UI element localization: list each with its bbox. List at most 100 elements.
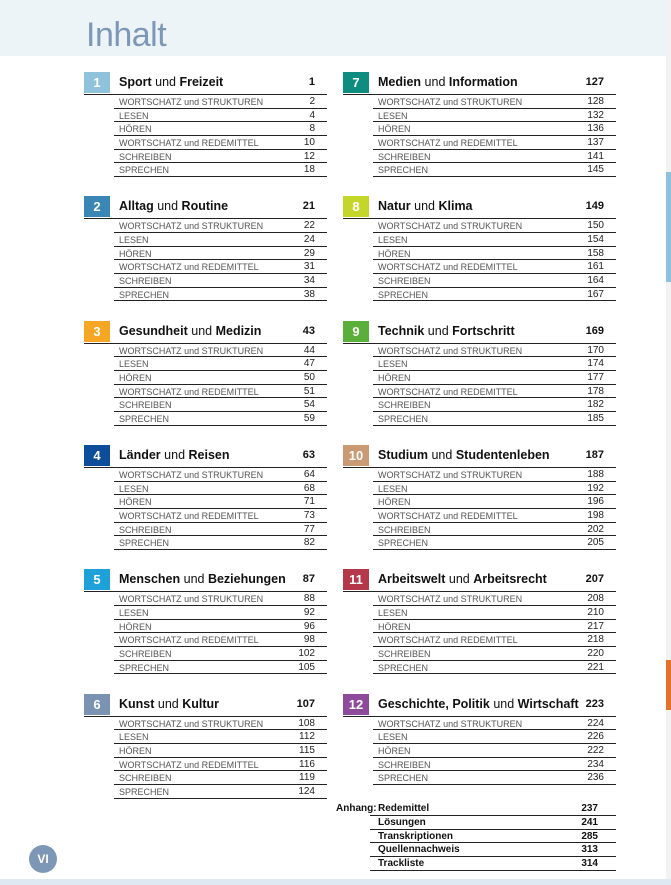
section-row[interactable]: LESEN 154 bbox=[373, 233, 616, 247]
chapter-header[interactable]: 6 Kunst und Kultur 107 bbox=[84, 693, 327, 717]
chapter-header[interactable]: 1 Sport und Freizeit 1 bbox=[84, 72, 327, 95]
section-row[interactable]: HÖREN 71 bbox=[114, 495, 327, 509]
section-row[interactable]: HÖREN 196 bbox=[373, 495, 616, 509]
section-row[interactable]: WORTSCHATZ und REDEMITTEL 178 bbox=[373, 385, 616, 399]
chapter-header[interactable]: 2 Alltag und Routine 21 bbox=[84, 196, 327, 220]
section-row[interactable]: WORTSCHATZ und STRUKTUREN 108 bbox=[114, 717, 327, 731]
chapter-header[interactable]: 7 Medien und Information 127 bbox=[343, 72, 616, 95]
section-row[interactable]: WORTSCHATZ und STRUKTUREN 128 bbox=[373, 95, 616, 109]
section-row[interactable]: SCHREIBEN 102 bbox=[114, 647, 327, 661]
section-row[interactable]: WORTSCHATZ und STRUKTUREN 208 bbox=[373, 592, 616, 606]
section-row[interactable]: LESEN 192 bbox=[373, 482, 616, 496]
section-row[interactable]: HÖREN 96 bbox=[114, 620, 327, 634]
section-row[interactable]: WORTSCHATZ und STRUKTUREN 88 bbox=[114, 592, 327, 606]
section-row[interactable]: LESEN 210 bbox=[373, 606, 616, 620]
section-row[interactable]: WORTSCHATZ und REDEMITTEL 161 bbox=[373, 260, 616, 275]
appendix-item[interactable]: Trackliste 314 bbox=[370, 857, 616, 871]
appendix-item[interactable]: Redemittel 237 bbox=[370, 802, 616, 816]
title-keyword: Freizeit bbox=[179, 75, 224, 89]
section-row[interactable]: SCHREIBEN 220 bbox=[373, 647, 616, 661]
section-row[interactable]: WORTSCHATZ und REDEMITTEL 218 bbox=[373, 633, 616, 647]
section-row[interactable]: SCHREIBEN 164 bbox=[373, 274, 616, 288]
section-row[interactable]: WORTSCHATZ und STRUKTUREN 44 bbox=[114, 344, 327, 358]
appendix-item[interactable]: Transkriptionen 285 bbox=[370, 830, 616, 844]
section-row[interactable]: SPRECHEN 167 bbox=[373, 288, 616, 302]
section-row[interactable]: SCHREIBEN 141 bbox=[373, 150, 616, 164]
section-row[interactable]: WORTSCHATZ und STRUKTUREN 150 bbox=[373, 219, 616, 233]
section-row[interactable]: SCHREIBEN 77 bbox=[114, 523, 327, 537]
section-row[interactable]: SCHREIBEN 12 bbox=[114, 150, 327, 164]
section-row[interactable]: SCHREIBEN 54 bbox=[114, 398, 327, 413]
section-row[interactable]: LESEN 47 bbox=[114, 357, 327, 371]
section-row[interactable]: SPRECHEN 59 bbox=[114, 412, 327, 426]
section-row[interactable]: SPRECHEN 105 bbox=[114, 661, 327, 675]
section-row[interactable]: WORTSCHATZ und STRUKTUREN 170 bbox=[373, 344, 616, 358]
section-row[interactable]: SPRECHEN 221 bbox=[373, 661, 616, 675]
section-row[interactable]: WORTSCHATZ und REDEMITTEL 198 bbox=[373, 509, 616, 523]
section-row[interactable]: SCHREIBEN 182 bbox=[373, 398, 616, 413]
section-row[interactable]: SPRECHEN 185 bbox=[373, 412, 616, 426]
section-row[interactable]: HÖREN 50 bbox=[114, 371, 327, 385]
chapter-header[interactable]: 3 Gesundheit und Medizin 43 bbox=[84, 320, 327, 344]
chapter-header[interactable]: 10 Studium und Studentenleben 187 bbox=[343, 444, 616, 468]
section-row[interactable]: HÖREN 8 bbox=[114, 122, 327, 137]
section-row[interactable]: LESEN 174 bbox=[373, 357, 616, 371]
chapter-header[interactable]: 8 Natur und Klima 149 bbox=[343, 196, 616, 220]
section-row[interactable]: WORTSCHATZ und REDEMITTEL 73 bbox=[114, 509, 327, 523]
section-row[interactable]: WORTSCHATZ und STRUKTUREN 224 bbox=[373, 717, 616, 731]
section-row[interactable]: LESEN 92 bbox=[114, 606, 327, 620]
section-row[interactable]: WORTSCHATZ und REDEMITTEL 116 bbox=[114, 758, 327, 772]
section-row[interactable]: HÖREN 222 bbox=[373, 744, 616, 758]
section-row[interactable]: WORTSCHATZ und REDEMITTEL 137 bbox=[373, 136, 616, 150]
chapter-6: 6 Kunst und Kultur 107 WORTSCHATZ und STRUK… bbox=[84, 693, 327, 799]
section-row[interactable]: SCHREIBEN 34 bbox=[114, 274, 327, 288]
section-row[interactable]: SPRECHEN 145 bbox=[373, 163, 616, 178]
section-row[interactable]: SPRECHEN 124 bbox=[114, 785, 327, 799]
section-row[interactable]: SCHREIBEN 119 bbox=[114, 771, 327, 785]
chapter-header[interactable]: 12 Geschichte, Politik und Wirtschaft 223 bbox=[343, 693, 616, 717]
appendix: Anhang: Redemittel 237 Lösungen 241 Transkri… bbox=[336, 802, 616, 871]
chapter-header[interactable]: 11 Arbeitswelt und Arbeitsrecht 207 bbox=[343, 569, 616, 593]
appendix-item[interactable]: Lösungen 241 bbox=[370, 816, 616, 830]
chapter-header[interactable]: 4 Länder und Reisen 63 bbox=[84, 444, 327, 468]
chapter-header[interactable]: 9 Technik und Fortschritt 169 bbox=[343, 320, 616, 344]
section-row[interactable]: HÖREN 136 bbox=[373, 122, 616, 137]
section-row[interactable]: WORTSCHATZ und REDEMITTEL 31 bbox=[114, 260, 327, 275]
section-row[interactable]: HÖREN 115 bbox=[114, 744, 327, 758]
section-row[interactable]: LESEN 4 bbox=[114, 109, 327, 123]
section-label: SCHREIBEN bbox=[378, 648, 431, 659]
section-label: WORTSCHATZ und REDEMITTEL bbox=[378, 386, 518, 397]
section-label: SPRECHEN bbox=[119, 662, 170, 673]
section-row[interactable]: WORTSCHATZ und STRUKTUREN 2 bbox=[114, 95, 327, 109]
section-page: 44 bbox=[303, 344, 315, 356]
chapter-number-badge: 1 bbox=[84, 72, 110, 93]
section-row[interactable]: SPRECHEN 18 bbox=[114, 163, 327, 178]
section-row[interactable]: LESEN 68 bbox=[114, 482, 327, 496]
appendix-item[interactable]: Quellennachweis 313 bbox=[370, 843, 616, 858]
section-row[interactable]: LESEN 24 bbox=[114, 233, 327, 247]
section-row[interactable]: HÖREN 158 bbox=[373, 247, 616, 261]
section-row[interactable]: HÖREN 29 bbox=[114, 247, 327, 261]
section-row[interactable]: WORTSCHATZ und STRUKTUREN 188 bbox=[373, 468, 616, 482]
section-page: 51 bbox=[303, 385, 315, 397]
section-row[interactable]: WORTSCHATZ und REDEMITTEL 10 bbox=[114, 136, 327, 150]
section-row[interactable]: HÖREN 177 bbox=[373, 371, 616, 385]
chapter-header[interactable]: 5 Menschen und Beziehungen 87 bbox=[84, 569, 327, 593]
section-row[interactable]: WORTSCHATZ und REDEMITTEL 98 bbox=[114, 633, 327, 647]
section-row[interactable]: HÖREN 217 bbox=[373, 620, 616, 634]
section-row[interactable]: LESEN 226 bbox=[373, 730, 616, 744]
section-row[interactable]: SPRECHEN 236 bbox=[373, 771, 616, 785]
section-row[interactable]: WORTSCHATZ und STRUKTUREN 22 bbox=[114, 219, 327, 233]
section-row[interactable]: SPRECHEN 205 bbox=[373, 536, 616, 551]
section-row[interactable]: LESEN 132 bbox=[373, 109, 616, 123]
section-row[interactable]: SPRECHEN 38 bbox=[114, 288, 327, 302]
section-page: 137 bbox=[587, 137, 604, 149]
section-row[interactable]: LESEN 112 bbox=[114, 730, 327, 744]
section-row[interactable]: SPRECHEN 82 bbox=[114, 536, 327, 551]
section-row[interactable]: SCHREIBEN 234 bbox=[373, 758, 616, 772]
section-label: LESEN bbox=[378, 607, 408, 618]
section-row[interactable]: WORTSCHATZ und REDEMITTEL 51 bbox=[114, 385, 327, 399]
section-row[interactable]: WORTSCHATZ und STRUKTUREN 64 bbox=[114, 468, 327, 482]
section-page: 96 bbox=[303, 620, 315, 632]
section-row[interactable]: SCHREIBEN 202 bbox=[373, 523, 616, 537]
